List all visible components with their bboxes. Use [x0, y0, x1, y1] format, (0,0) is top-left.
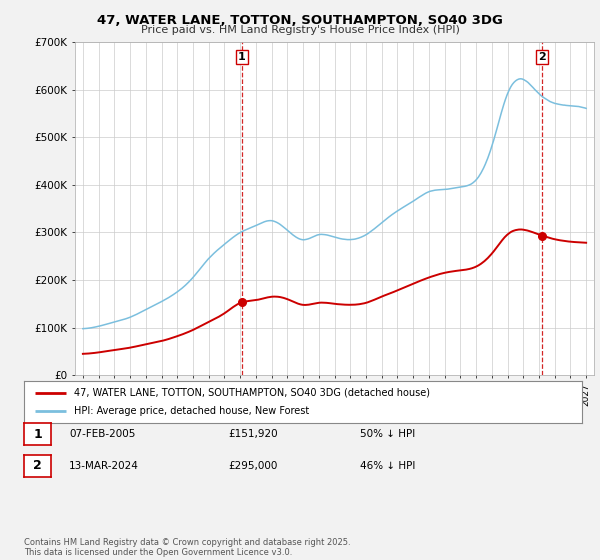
Text: 47, WATER LANE, TOTTON, SOUTHAMPTON, SO40 3DG (detached house): 47, WATER LANE, TOTTON, SOUTHAMPTON, SO4…	[74, 388, 430, 398]
Text: £151,920: £151,920	[228, 429, 278, 439]
Text: Contains HM Land Registry data © Crown copyright and database right 2025.
This d: Contains HM Land Registry data © Crown c…	[24, 538, 350, 557]
Text: Price paid vs. HM Land Registry's House Price Index (HPI): Price paid vs. HM Land Registry's House …	[140, 25, 460, 35]
Text: HPI: Average price, detached house, New Forest: HPI: Average price, detached house, New …	[74, 406, 310, 416]
Text: 1: 1	[238, 52, 245, 62]
Text: 50% ↓ HPI: 50% ↓ HPI	[360, 429, 415, 439]
Text: 1: 1	[33, 427, 42, 441]
Text: £295,000: £295,000	[228, 461, 277, 471]
Text: 13-MAR-2024: 13-MAR-2024	[69, 461, 139, 471]
Text: 46% ↓ HPI: 46% ↓ HPI	[360, 461, 415, 471]
Text: 2: 2	[538, 52, 546, 62]
Text: 47, WATER LANE, TOTTON, SOUTHAMPTON, SO40 3DG: 47, WATER LANE, TOTTON, SOUTHAMPTON, SO4…	[97, 14, 503, 27]
Text: 2: 2	[33, 459, 42, 473]
Text: 07-FEB-2005: 07-FEB-2005	[69, 429, 136, 439]
